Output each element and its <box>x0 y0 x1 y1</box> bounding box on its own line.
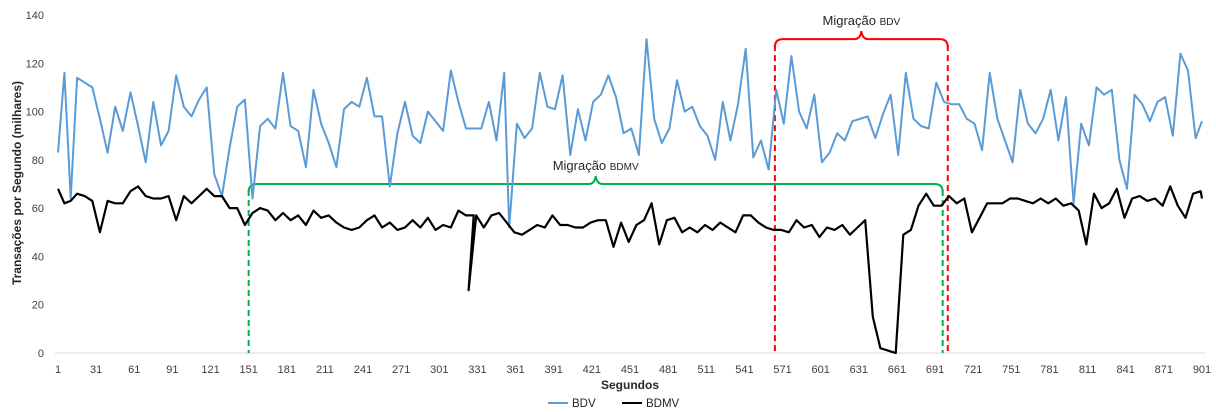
x-tick-label: 781 <box>1040 364 1058 376</box>
x-tick-label: 361 <box>506 364 524 376</box>
bracket-label-main: Migração <box>553 158 610 173</box>
bracket-label-sub: BDV <box>880 17 901 28</box>
x-tick-label: 811 <box>1079 364 1097 376</box>
bracket-label: Migração BDV <box>823 13 901 28</box>
legend: BDV BDMV <box>548 398 680 410</box>
x-tick-label: 121 <box>201 364 219 376</box>
x-tick-label: 211 <box>316 364 334 376</box>
x-tick-label: 691 <box>926 364 944 376</box>
x-tick-label: 61 <box>128 364 140 376</box>
y-tick-label: 140 <box>26 10 44 22</box>
x-tick-label: 571 <box>773 364 791 376</box>
x-tick-label: 241 <box>354 364 372 376</box>
bracket-label-main: Migração <box>823 13 880 28</box>
x-tick-label: 511 <box>697 364 715 376</box>
x-tick-label: 331 <box>468 364 486 376</box>
legend-label: BDMV <box>646 398 680 410</box>
x-tick-label: 181 <box>278 364 296 376</box>
y-tick-label: 0 <box>38 348 44 360</box>
x-tick-label: 601 <box>811 364 829 376</box>
x-tick-label: 481 <box>659 364 677 376</box>
bracket-brace <box>773 30 949 48</box>
bracket-label: Migração BDMV <box>553 158 639 173</box>
legend-item-bdmv: BDMV <box>622 398 680 410</box>
y-tick-label: 80 <box>32 155 44 167</box>
bracket-label-sub: BDMV <box>610 162 639 173</box>
x-tick-label: 871 <box>1155 364 1173 376</box>
x-tick-label: 541 <box>735 364 753 376</box>
x-tick-label: 391 <box>545 364 563 376</box>
x-tick-label: 151 <box>239 364 257 376</box>
y-tick-label: 100 <box>26 107 44 119</box>
bracket-brace <box>247 175 944 193</box>
y-axis-title: Transações por Segundo (milhares) <box>10 81 24 285</box>
series-line-bdv <box>57 38 1203 229</box>
legend-label: BDV <box>572 398 596 410</box>
x-axis-title: Segundos <box>601 378 659 392</box>
x-tick-label: 451 <box>621 364 639 376</box>
y-tick-label: 60 <box>32 203 44 215</box>
x-tick-label: 751 <box>1002 364 1020 376</box>
x-tick-label: 661 <box>888 364 906 376</box>
x-tick-label: 721 <box>964 364 982 376</box>
x-tick-label: 271 <box>392 364 410 376</box>
series-lines <box>56 38 1204 355</box>
migration-bracket-bdmv: Migração BDMV <box>247 158 944 353</box>
x-tick-label: 421 <box>583 364 601 376</box>
x-tick-label: 901 <box>1193 364 1211 376</box>
x-tick-label: 91 <box>166 364 178 376</box>
x-tick-label: 631 <box>850 364 868 376</box>
x-tick-label: 1 <box>55 364 61 376</box>
y-tick-label: 20 <box>32 300 44 312</box>
y-tick-label: 120 <box>26 58 44 70</box>
series-line-bdmv <box>56 185 1204 355</box>
y-tick-labels: 0 20 40 60 80 100 120 140 <box>26 10 44 360</box>
x-tick-label: 841 <box>1117 364 1135 376</box>
x-tick-label: 301 <box>430 364 448 376</box>
x-tick-label: 31 <box>90 364 102 376</box>
y-tick-label: 40 <box>32 251 44 263</box>
legend-item-bdv: BDV <box>548 398 596 410</box>
x-tick-labels: 1 31 61 91 121 151 181 211 241 271 301 331 361 391 421… <box>55 364 1211 376</box>
